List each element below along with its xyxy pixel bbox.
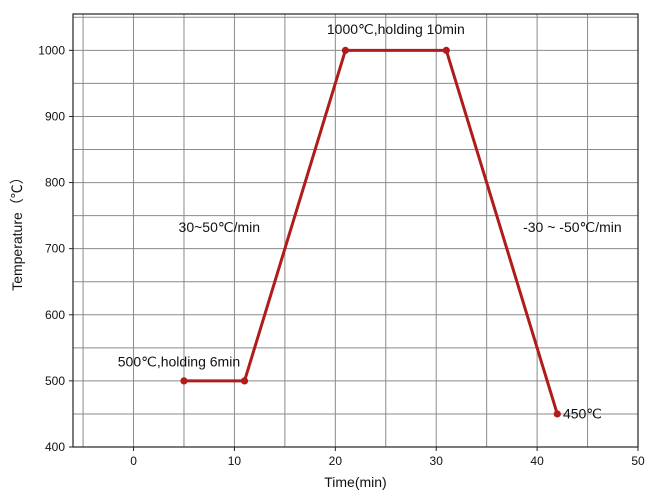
x-tick-label: 0: [130, 454, 137, 468]
y-axis-title: Temperature（℃）: [9, 170, 25, 291]
data-point: [180, 377, 188, 385]
y-tick-label: 400: [45, 440, 65, 454]
series-group: [180, 46, 561, 418]
data-point: [240, 377, 249, 385]
y-tick-label: 800: [45, 176, 65, 190]
x-axis: 0 10 20 30 40 50: [130, 447, 645, 468]
annotation-label: 450℃: [563, 406, 602, 422]
y-tick-label: 900: [45, 109, 65, 123]
y-axis: 400 500 600 700 800 900 1000: [38, 43, 73, 454]
annotation-label: 30~50℃/min: [179, 219, 261, 235]
data-point: [553, 410, 561, 418]
x-axis-title: Time(min): [324, 474, 386, 490]
annotation-label: 1000℃,holding 10min: [327, 21, 465, 37]
y-tick-label: 500: [45, 374, 65, 388]
annotation-label: -30 ~ -50℃/min: [523, 219, 622, 235]
y-tick-label: 700: [45, 242, 65, 256]
data-point: [442, 46, 450, 54]
y-tick-label: 1000: [38, 43, 65, 57]
y-tick-label: 600: [45, 308, 65, 322]
annotation-label: 500℃,holding 6min: [118, 353, 240, 369]
annotations: 1000℃,holding 10min 30~50℃/min -30 ~ -50℃/…: [118, 21, 622, 422]
x-tick-label: 50: [631, 454, 645, 468]
x-tick-label: 40: [530, 454, 544, 468]
plot-frame: [72, 13, 639, 448]
x-tick-label: 10: [228, 454, 242, 468]
x-tick-label: 30: [430, 454, 444, 468]
data-point: [341, 46, 350, 54]
x-tick-label: 20: [329, 454, 343, 468]
